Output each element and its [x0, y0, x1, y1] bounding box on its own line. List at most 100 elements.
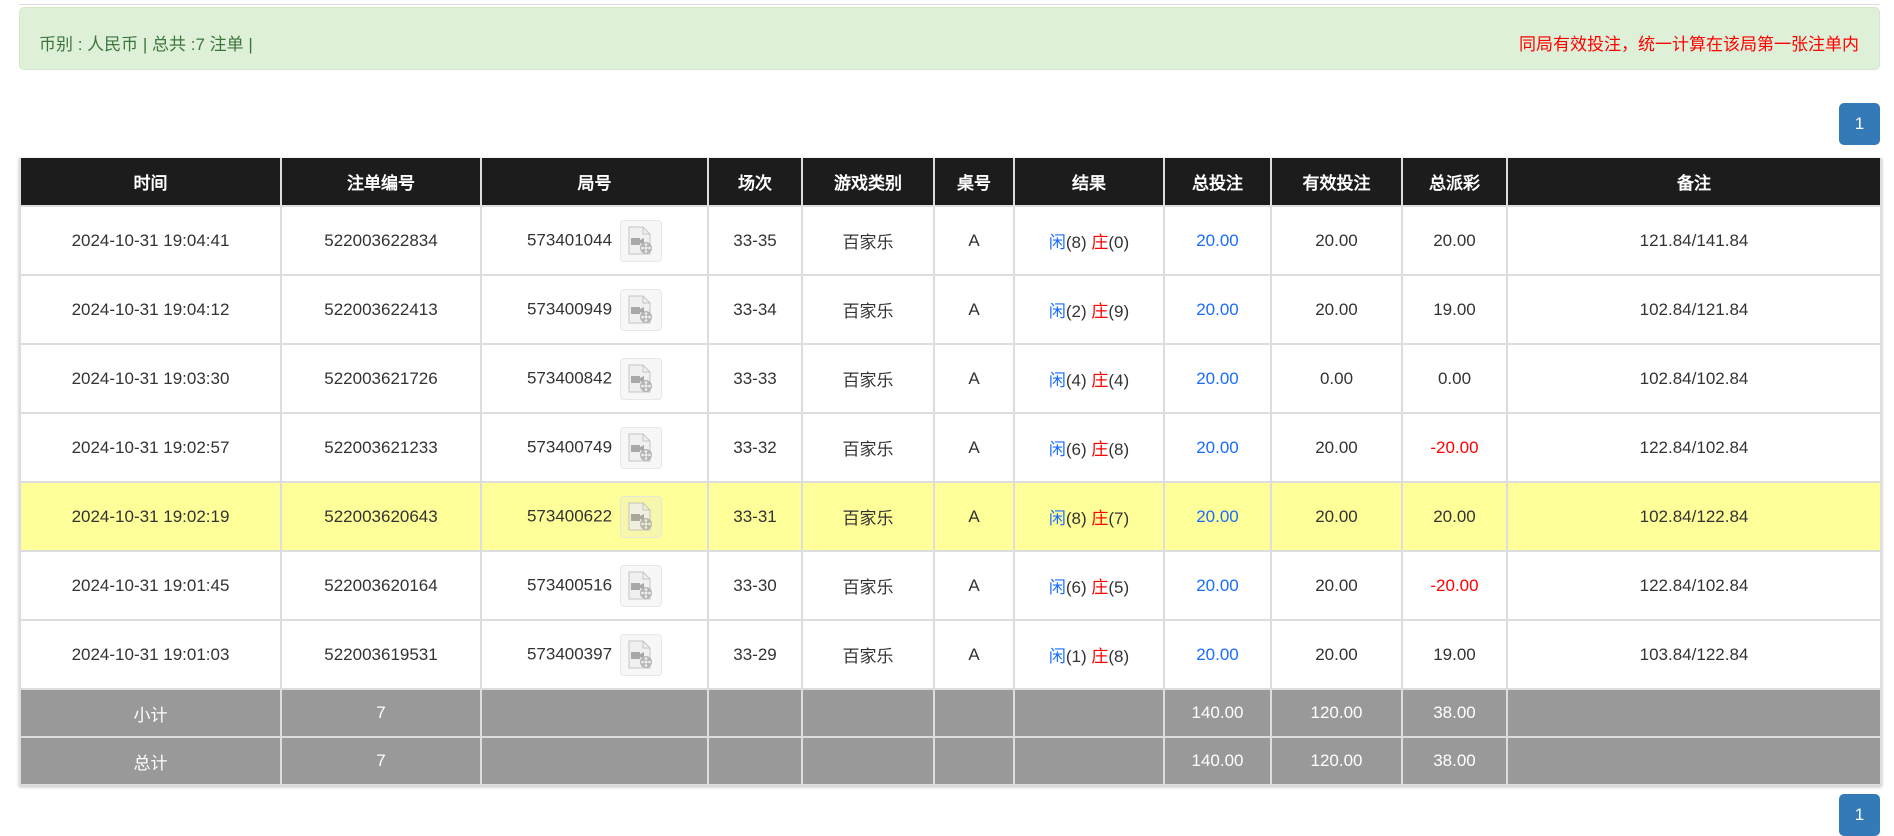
player-label: 闲 — [1048, 302, 1066, 321]
round-cell: 573400842 — [480, 343, 709, 414]
bet-number-cell: 522003622413 — [280, 274, 482, 345]
valid-bet-cell: 20.00 — [1270, 274, 1403, 345]
banker-label: 庄 — [1091, 440, 1109, 459]
bet-number-cell: 522003620643 — [280, 481, 482, 552]
grand-total-row: 总计 7 140.00 120.00 38.00 — [19, 736, 1882, 786]
column-header: 结果 — [1013, 158, 1165, 207]
total-bet-cell: 20.00 — [1163, 619, 1272, 690]
footer-count: 7 — [280, 736, 482, 786]
footer-empty-cell — [707, 688, 803, 738]
valid-bet-cell: 20.00 — [1270, 205, 1403, 276]
banker-label: 庄 — [1091, 578, 1109, 597]
valid-bet-cell: 20.00 — [1270, 481, 1403, 552]
table-header-row: 时间 注单编号 局号 场次 游戏类别 桌号 结果 总投注 有效投注 总派彩 备注 — [19, 158, 1882, 207]
video-replay-icon[interactable] — [620, 219, 663, 262]
note-cell: 102.84/102.84 — [1506, 343, 1882, 414]
player-label: 闲 — [1048, 440, 1066, 459]
footer-count: 7 — [280, 688, 482, 738]
table-row: 2024-10-31 19:02:19 522003620643 573400622… — [19, 481, 1882, 552]
footer-empty-cell — [1506, 688, 1882, 738]
total-bet-cell: 20.00 — [1163, 205, 1272, 276]
column-header: 场次 — [707, 158, 803, 207]
player-label: 闲 — [1048, 578, 1066, 597]
session-cell: 33-30 — [707, 550, 803, 621]
footer-empty-cell — [1013, 688, 1165, 738]
total-bet-cell: 20.00 — [1163, 274, 1272, 345]
bet-number-cell: 522003620164 — [280, 550, 482, 621]
session-cell: 33-34 — [707, 274, 803, 345]
player-score: (8) — [1065, 509, 1087, 528]
table-number-cell: A — [933, 343, 1015, 414]
footer-empty-cell — [801, 736, 935, 786]
player-score: (6) — [1065, 578, 1087, 597]
video-replay-icon[interactable] — [620, 633, 663, 676]
footer-total-bet: 140.00 — [1163, 736, 1272, 786]
result-cell: 闲(1) 庄(8) — [1013, 619, 1165, 690]
video-replay-icon[interactable] — [620, 426, 663, 469]
game-type-cell: 百家乐 — [801, 205, 935, 276]
note-cell: 122.84/102.84 — [1506, 550, 1882, 621]
note-cell: 102.84/122.84 — [1506, 481, 1882, 552]
summary-text: 币别 : 人民币 | 总共 :7 注单 | — [39, 35, 253, 54]
footer-label: 总计 — [19, 736, 282, 786]
banker-score: (9) — [1108, 302, 1130, 321]
total-bet-cell: 20.00 — [1163, 550, 1272, 621]
page-button-1[interactable]: 1 — [1839, 103, 1880, 145]
video-replay-icon[interactable] — [620, 357, 663, 400]
footer-empty-cell — [933, 688, 1015, 738]
footer-empty-cell — [707, 736, 803, 786]
column-header: 注单编号 — [280, 158, 482, 207]
banker-score: (8) — [1108, 647, 1130, 666]
session-cell: 33-29 — [707, 619, 803, 690]
subtotal-row: 小计 7 140.00 120.00 38.00 — [19, 688, 1882, 738]
bet-number-cell: 522003621233 — [280, 412, 482, 483]
round-number: 573400949 — [526, 298, 613, 318]
player-label: 闲 — [1048, 233, 1066, 252]
bet-number-cell: 522003621726 — [280, 343, 482, 414]
banker-label: 庄 — [1091, 647, 1109, 666]
column-header: 总派彩 — [1401, 158, 1508, 207]
valid-bet-cell: 0.00 — [1270, 343, 1403, 414]
table-row: 2024-10-31 19:04:12 522003622413 573400949… — [19, 274, 1882, 345]
footer-valid-bet: 120.00 — [1270, 736, 1403, 786]
banker-score: (7) — [1108, 509, 1130, 528]
column-header: 桌号 — [933, 158, 1015, 207]
time-cell: 2024-10-31 19:02:19 — [19, 481, 282, 552]
footer-empty-cell — [480, 688, 709, 738]
footer-empty-cell — [1013, 736, 1165, 786]
player-score: (2) — [1065, 302, 1087, 321]
session-cell: 33-31 — [707, 481, 803, 552]
time-cell: 2024-10-31 19:01:45 — [19, 550, 282, 621]
table-number-cell: A — [933, 619, 1015, 690]
page-button-1-bottom[interactable]: 1 — [1839, 794, 1880, 836]
round-cell: 573401044 — [480, 205, 709, 276]
video-replay-icon[interactable] — [620, 495, 663, 538]
table-number-cell: A — [933, 550, 1015, 621]
session-cell: 33-33 — [707, 343, 803, 414]
banker-score: (0) — [1108, 233, 1130, 252]
column-header: 备注 — [1506, 158, 1882, 207]
session-cell: 33-35 — [707, 205, 803, 276]
video-replay-icon[interactable] — [620, 288, 663, 331]
video-replay-icon[interactable] — [620, 564, 663, 607]
round-cell: 573400622 — [480, 481, 709, 552]
bet-records-table: 时间 注单编号 局号 场次 游戏类别 桌号 结果 总投注 有效投注 总派彩 备注 2024-10-3… — [19, 158, 1882, 786]
valid-bet-cell: 20.00 — [1270, 550, 1403, 621]
banker-score: (4) — [1108, 371, 1130, 390]
result-cell: 闲(2) 庄(9) — [1013, 274, 1165, 345]
result-cell: 闲(6) 庄(8) — [1013, 412, 1165, 483]
time-cell: 2024-10-31 19:04:41 — [19, 205, 282, 276]
payout-cell: 0.00 — [1401, 343, 1508, 414]
total-bet-cell: 20.00 — [1163, 412, 1272, 483]
game-type-cell: 百家乐 — [801, 412, 935, 483]
time-cell: 2024-10-31 19:04:12 — [19, 274, 282, 345]
banker-label: 庄 — [1091, 371, 1109, 390]
round-cell: 573400749 — [480, 412, 709, 483]
game-type-cell: 百家乐 — [801, 481, 935, 552]
footer-payout: 38.00 — [1401, 688, 1508, 738]
valid-bet-cell: 20.00 — [1270, 619, 1403, 690]
footer-total-bet: 140.00 — [1163, 688, 1272, 738]
footer-valid-bet: 120.00 — [1270, 688, 1403, 738]
table-number-cell: A — [933, 412, 1015, 483]
table-number-cell: A — [933, 274, 1015, 345]
